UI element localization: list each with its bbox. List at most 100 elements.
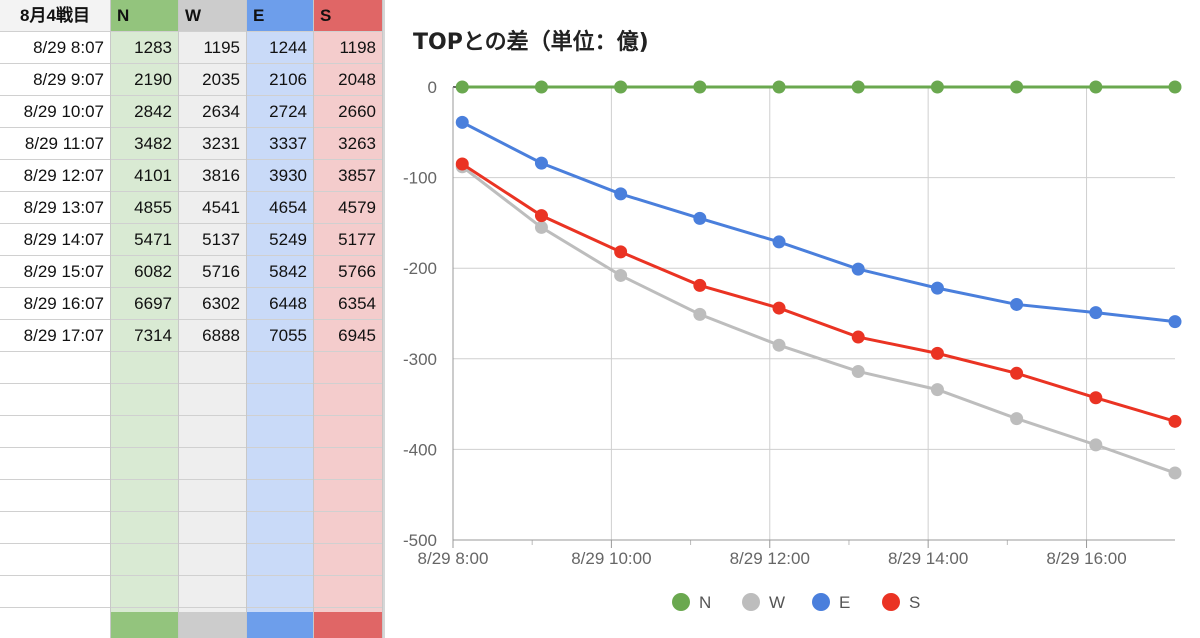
empty-cell[interactable] bbox=[111, 352, 178, 384]
value-cell[interactable]: 3930 bbox=[247, 160, 313, 192]
value-cell[interactable]: 4101 bbox=[111, 160, 178, 192]
value-cell[interactable]: 2106 bbox=[247, 64, 313, 96]
value-cell[interactable]: 3337 bbox=[247, 128, 313, 160]
time-cell[interactable]: 8/29 16:07 bbox=[0, 288, 110, 320]
empty-cell[interactable] bbox=[314, 448, 382, 480]
value-cell[interactable]: 5249 bbox=[247, 224, 313, 256]
time-cell[interactable]: 8/29 11:07 bbox=[0, 128, 110, 160]
value-cell[interactable]: 4579 bbox=[314, 192, 382, 224]
empty-cell[interactable] bbox=[247, 576, 313, 608]
empty-cell[interactable] bbox=[0, 480, 110, 512]
value-cell[interactable]: 7055 bbox=[247, 320, 313, 352]
empty-cell[interactable] bbox=[247, 480, 313, 512]
value-cell[interactable]: 1244 bbox=[247, 32, 313, 64]
value-cell[interactable]: 2048 bbox=[314, 64, 382, 96]
empty-cell[interactable] bbox=[179, 544, 246, 576]
empty-cell[interactable] bbox=[0, 352, 110, 384]
empty-cell[interactable] bbox=[314, 352, 382, 384]
value-cell[interactable]: 6697 bbox=[111, 288, 178, 320]
data-point-s bbox=[1089, 391, 1103, 405]
value-cell[interactable]: 6448 bbox=[247, 288, 313, 320]
value-cell[interactable]: 1198 bbox=[314, 32, 382, 64]
empty-cell[interactable] bbox=[179, 384, 246, 416]
value-cell[interactable]: 2660 bbox=[314, 96, 382, 128]
time-cell[interactable]: 8/29 9:07 bbox=[0, 64, 110, 96]
value-cell[interactable]: 2190 bbox=[111, 64, 178, 96]
value-cell[interactable]: 2634 bbox=[179, 96, 246, 128]
empty-cell[interactable] bbox=[247, 544, 313, 576]
value-cell[interactable]: 2842 bbox=[111, 96, 178, 128]
time-cell[interactable]: 8/29 8:07 bbox=[0, 32, 110, 64]
value-cell[interactable]: 3482 bbox=[111, 128, 178, 160]
empty-cell[interactable] bbox=[314, 416, 382, 448]
empty-cell[interactable] bbox=[179, 512, 246, 544]
empty-cell[interactable] bbox=[111, 544, 178, 576]
empty-cell[interactable] bbox=[111, 416, 178, 448]
empty-cell[interactable] bbox=[0, 512, 110, 544]
empty-cell[interactable] bbox=[111, 576, 178, 608]
value-cell[interactable]: 5842 bbox=[247, 256, 313, 288]
empty-cell[interactable] bbox=[314, 576, 382, 608]
value-cell[interactable]: 3816 bbox=[179, 160, 246, 192]
value-cell[interactable]: 5716 bbox=[179, 256, 246, 288]
empty-cell[interactable] bbox=[111, 480, 178, 512]
header-cell-n[interactable]: N bbox=[111, 0, 178, 32]
empty-cell[interactable] bbox=[247, 384, 313, 416]
time-cell[interactable]: 8/29 10:07 bbox=[0, 96, 110, 128]
empty-cell[interactable] bbox=[0, 576, 110, 608]
header-cell-w[interactable]: W bbox=[179, 0, 246, 32]
empty-cell[interactable] bbox=[111, 512, 178, 544]
empty-cell[interactable] bbox=[111, 448, 178, 480]
data-point-w bbox=[1168, 466, 1182, 480]
empty-cell[interactable] bbox=[314, 384, 382, 416]
header-cell-label[interactable]: 8月4戦目 bbox=[0, 0, 110, 32]
value-cell[interactable]: 6354 bbox=[314, 288, 382, 320]
pane-divider[interactable] bbox=[383, 0, 385, 638]
empty-cell[interactable] bbox=[179, 576, 246, 608]
empty-cell[interactable] bbox=[0, 448, 110, 480]
empty-cell[interactable] bbox=[179, 480, 246, 512]
data-point-n bbox=[851, 80, 865, 94]
value-cell[interactable]: 6888 bbox=[179, 320, 246, 352]
time-cell[interactable]: 8/29 13:07 bbox=[0, 192, 110, 224]
header-cell-s[interactable]: S bbox=[314, 0, 382, 32]
header-cell-e[interactable]: E bbox=[247, 0, 313, 32]
empty-cell[interactable] bbox=[179, 352, 246, 384]
value-cell[interactable]: 4855 bbox=[111, 192, 178, 224]
empty-cell[interactable] bbox=[247, 416, 313, 448]
value-cell[interactable]: 5177 bbox=[314, 224, 382, 256]
empty-cell[interactable] bbox=[0, 544, 110, 576]
empty-cell[interactable] bbox=[179, 416, 246, 448]
value-cell[interactable]: 3263 bbox=[314, 128, 382, 160]
value-cell[interactable]: 2724 bbox=[247, 96, 313, 128]
time-cell[interactable]: 8/29 14:07 bbox=[0, 224, 110, 256]
value-cell[interactable]: 6302 bbox=[179, 288, 246, 320]
empty-cell[interactable] bbox=[179, 448, 246, 480]
value-cell[interactable]: 5471 bbox=[111, 224, 178, 256]
value-cell[interactable]: 5137 bbox=[179, 224, 246, 256]
empty-cell[interactable] bbox=[247, 352, 313, 384]
time-cell[interactable]: 8/29 12:07 bbox=[0, 160, 110, 192]
data-point-s bbox=[851, 330, 865, 344]
empty-cell[interactable] bbox=[111, 384, 178, 416]
value-cell[interactable]: 2035 bbox=[179, 64, 246, 96]
value-cell[interactable]: 6945 bbox=[314, 320, 382, 352]
value-cell[interactable]: 3231 bbox=[179, 128, 246, 160]
value-cell[interactable]: 1283 bbox=[111, 32, 178, 64]
value-cell[interactable]: 4541 bbox=[179, 192, 246, 224]
empty-cell[interactable] bbox=[314, 544, 382, 576]
value-cell[interactable]: 1195 bbox=[179, 32, 246, 64]
value-cell[interactable]: 3857 bbox=[314, 160, 382, 192]
value-cell[interactable]: 4654 bbox=[247, 192, 313, 224]
time-cell[interactable]: 8/29 15:07 bbox=[0, 256, 110, 288]
empty-cell[interactable] bbox=[247, 448, 313, 480]
time-cell[interactable]: 8/29 17:07 bbox=[0, 320, 110, 352]
empty-cell[interactable] bbox=[247, 512, 313, 544]
value-cell[interactable]: 6082 bbox=[111, 256, 178, 288]
empty-cell[interactable] bbox=[314, 480, 382, 512]
value-cell[interactable]: 5766 bbox=[314, 256, 382, 288]
empty-cell[interactable] bbox=[314, 512, 382, 544]
empty-cell[interactable] bbox=[0, 384, 110, 416]
empty-cell[interactable] bbox=[0, 416, 110, 448]
value-cell[interactable]: 7314 bbox=[111, 320, 178, 352]
